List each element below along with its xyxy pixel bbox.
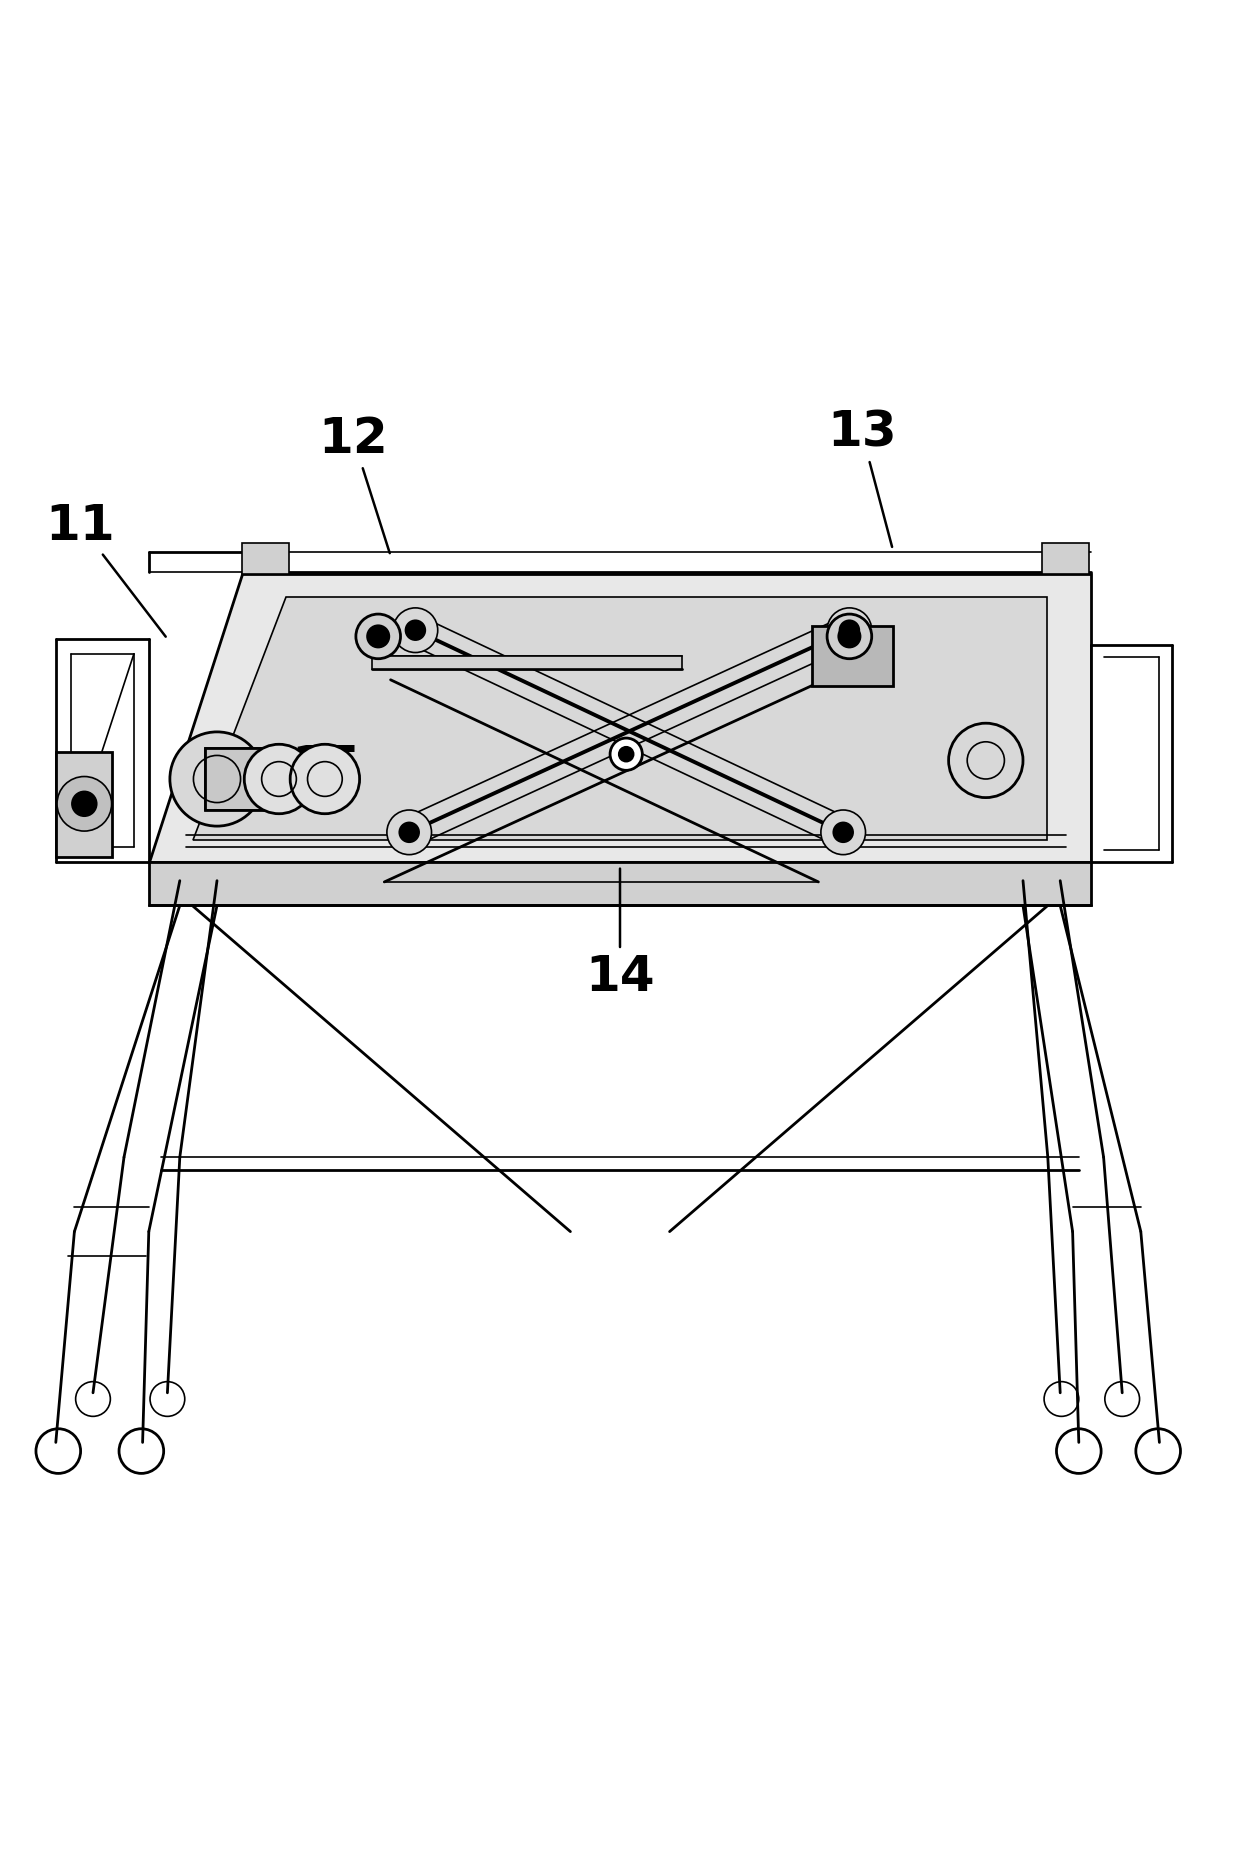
Circle shape <box>393 607 438 652</box>
Circle shape <box>827 607 872 652</box>
Text: 12: 12 <box>319 415 389 553</box>
Bar <box>205 747 267 811</box>
Polygon shape <box>149 573 1091 861</box>
Bar <box>242 544 289 573</box>
Bar <box>56 751 112 857</box>
Circle shape <box>367 626 389 648</box>
Circle shape <box>170 732 264 826</box>
Circle shape <box>619 747 634 762</box>
Circle shape <box>72 792 97 816</box>
Circle shape <box>387 811 432 856</box>
Circle shape <box>399 822 419 842</box>
Text: 13: 13 <box>827 409 897 547</box>
Circle shape <box>821 811 866 856</box>
Circle shape <box>405 620 425 641</box>
Bar <box>205 747 267 811</box>
Circle shape <box>356 615 401 659</box>
Polygon shape <box>149 861 1091 906</box>
Circle shape <box>827 615 872 659</box>
Circle shape <box>833 822 853 842</box>
Bar <box>372 656 682 669</box>
Text: 11: 11 <box>46 502 166 637</box>
Bar <box>1042 544 1089 573</box>
Polygon shape <box>193 596 1047 841</box>
Circle shape <box>839 620 859 641</box>
Circle shape <box>610 738 642 770</box>
Bar <box>812 626 893 686</box>
Circle shape <box>57 777 112 831</box>
Circle shape <box>244 743 314 814</box>
Text: 15: 15 <box>291 743 361 790</box>
Circle shape <box>290 743 360 814</box>
Text: 14: 14 <box>585 869 655 1001</box>
Circle shape <box>838 626 861 648</box>
Circle shape <box>949 723 1023 798</box>
